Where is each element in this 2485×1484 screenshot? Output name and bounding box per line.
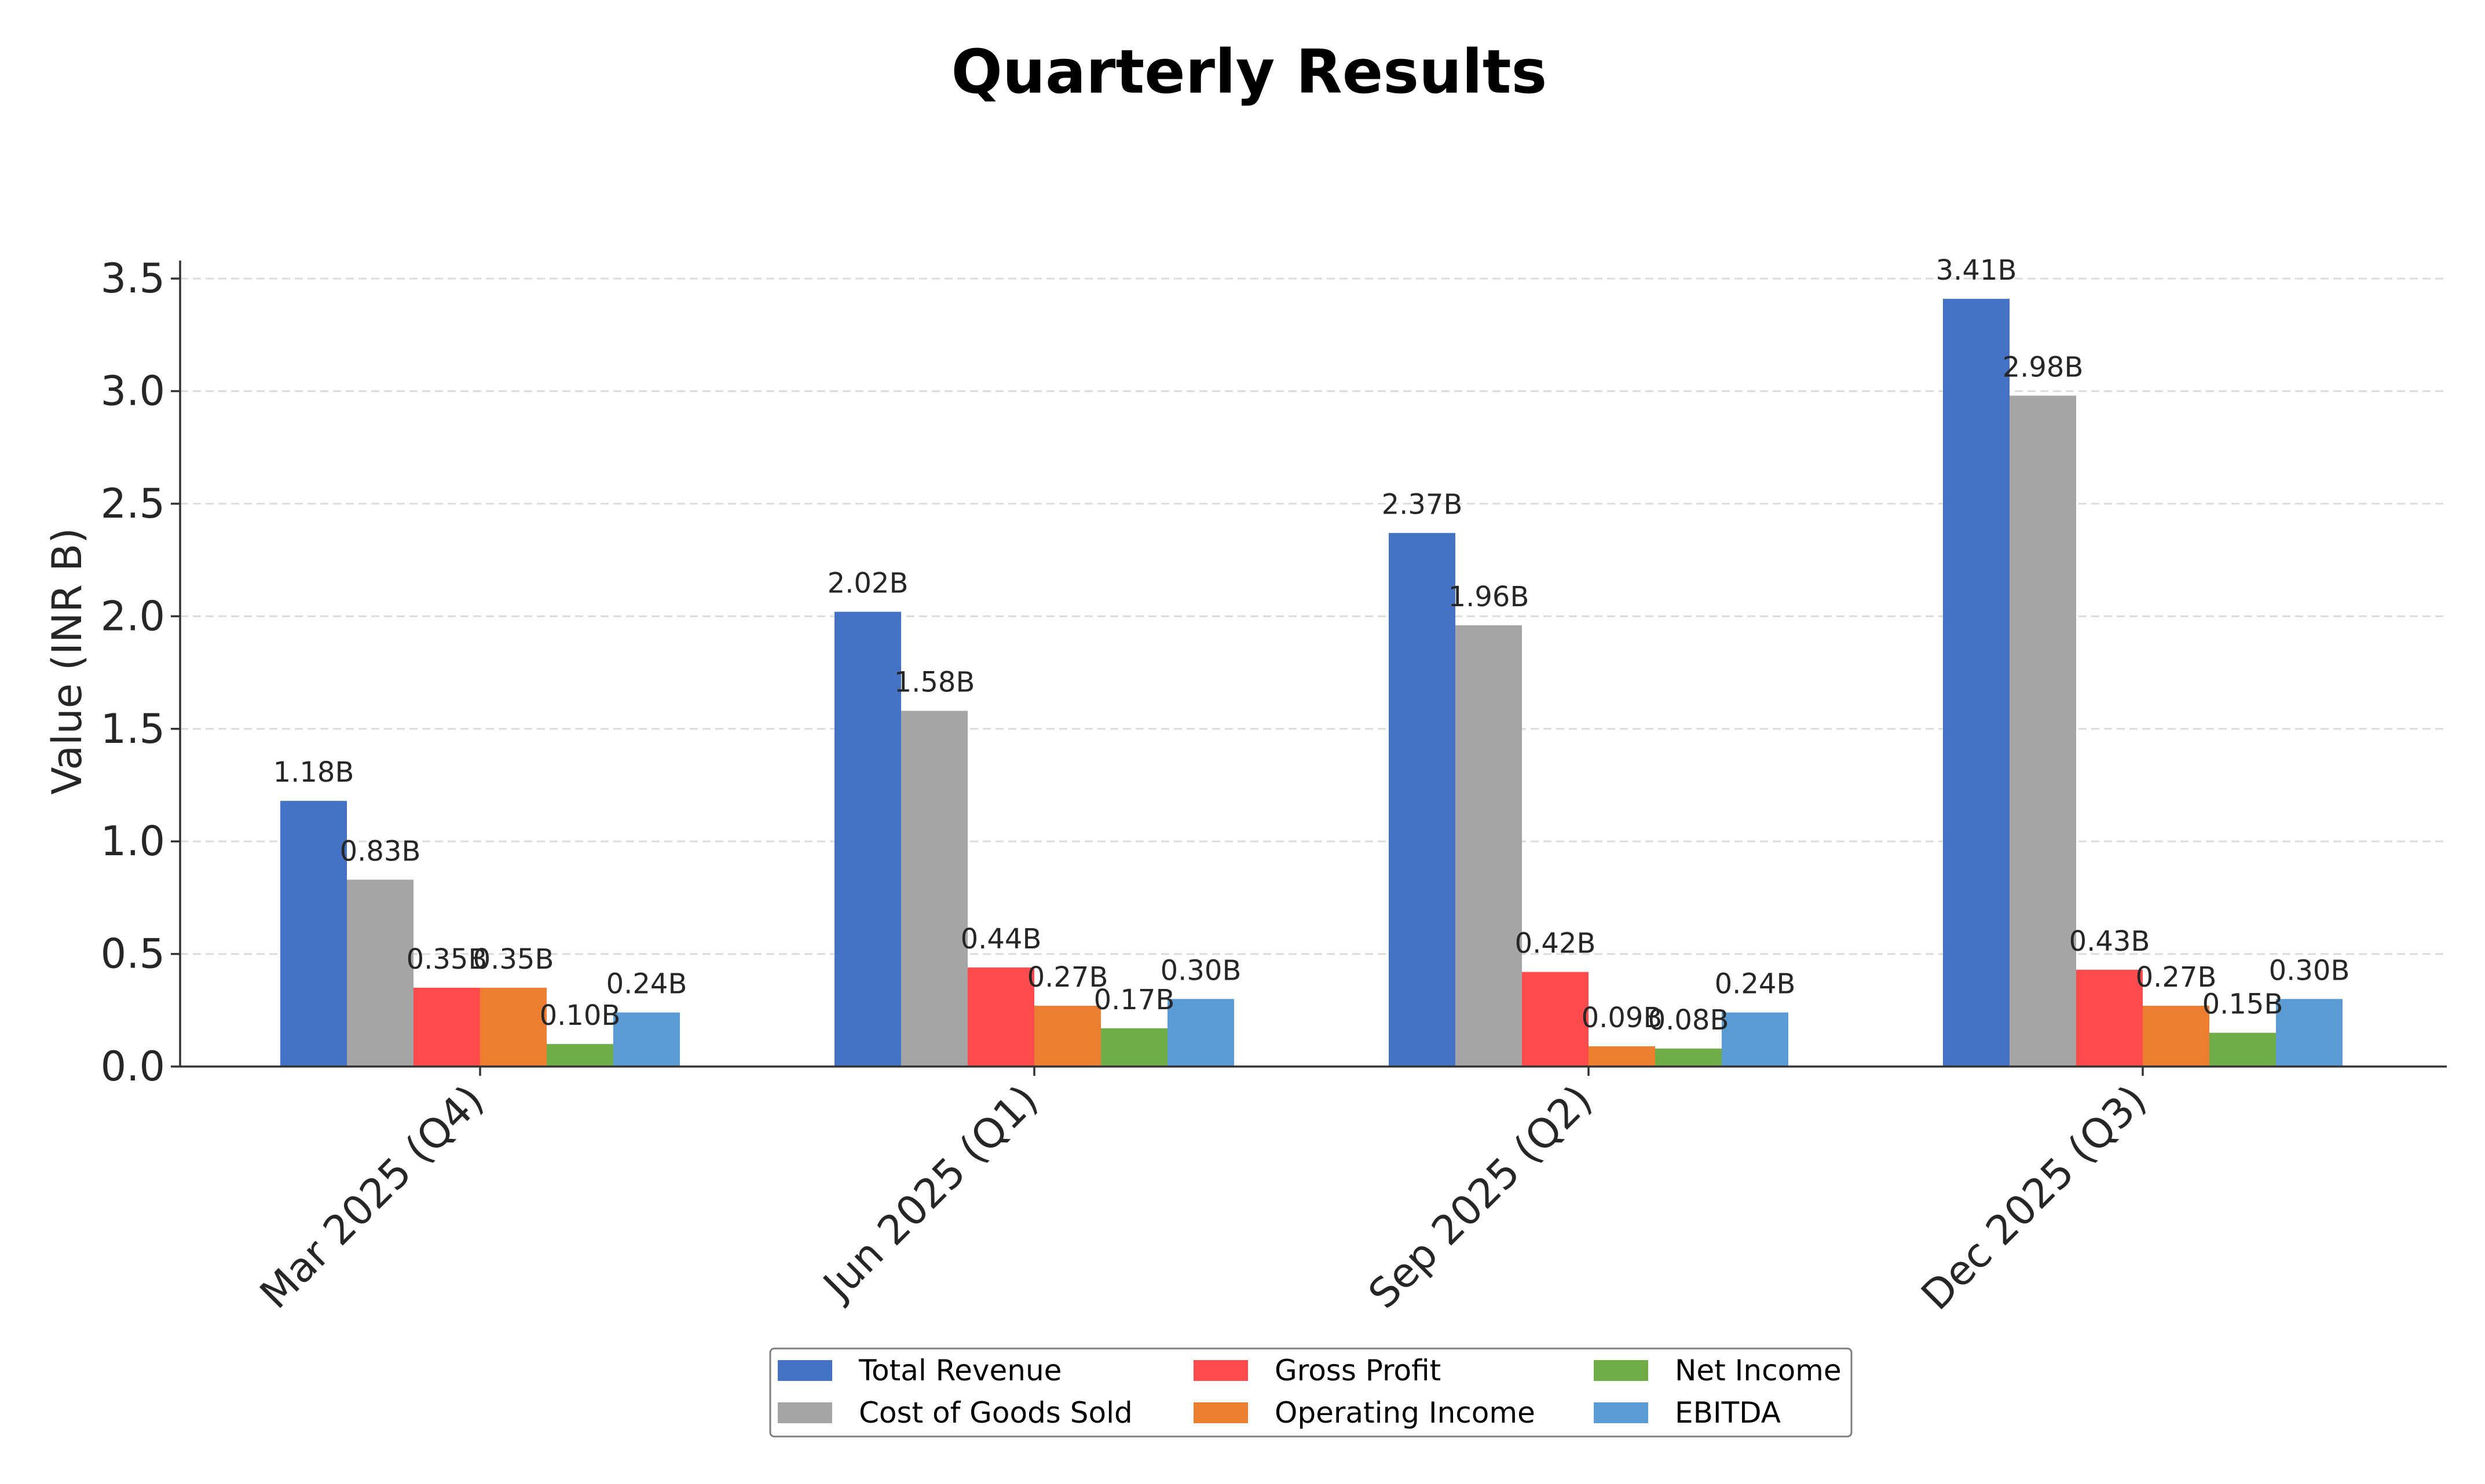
bar (2076, 969, 2143, 1067)
bar (1522, 972, 1589, 1067)
bar (1655, 1048, 1722, 1067)
bar (1589, 1046, 1655, 1067)
y-tick-label: 1.5 (101, 705, 165, 753)
data-label: 3.41B (1936, 254, 2017, 287)
data-label: 1.18B (273, 756, 354, 789)
data-label: 0.42B (1515, 928, 1596, 960)
legend-swatch (1594, 1402, 1648, 1423)
legend-entry-label: Cost of Goods Sold (859, 1396, 1133, 1430)
data-label: 2.02B (828, 567, 909, 600)
bar (1168, 999, 1234, 1067)
bar (2143, 1006, 2209, 1067)
data-label: 2.37B (1382, 488, 1463, 521)
axis-layer: 0.0 0.5 1.0 1.5 2.0 2.5 3.0 3.5 Mar 2025 (Q4) Jun… (101, 255, 2447, 1319)
bar (1455, 625, 1522, 1067)
y-tick-label: 3.0 (101, 368, 165, 415)
bar (480, 987, 547, 1067)
data-label: 2.98B (2003, 351, 2084, 383)
legend-entry-label: EBITDA (1675, 1396, 1781, 1430)
data-label: 0.24B (606, 968, 687, 1001)
bar (2276, 999, 2343, 1067)
bar (1722, 1012, 1788, 1067)
data-label: 0.17B (1094, 984, 1175, 1016)
legend-entry-label: Total Revenue (858, 1354, 1062, 1387)
data-label: 0.27B (2136, 961, 2217, 994)
data-label: 0.09B (1582, 1002, 1663, 1034)
y-tick-label: 2.0 (101, 592, 165, 640)
grid-layer (180, 277, 2447, 955)
legend-swatch (1194, 1402, 1248, 1423)
bar (1101, 1028, 1168, 1067)
x-tick-label: Dec 2025 (Q3) (1912, 1076, 2155, 1319)
x-tick-label: Jun 2025 (Q1) (813, 1076, 1047, 1310)
x-tick-label: Sep 2025 (Q2) (1359, 1076, 1601, 1318)
legend-entry-label: Gross Profit (1275, 1354, 1441, 1387)
y-tick-label: 0.0 (101, 1043, 165, 1090)
bar (1943, 299, 2010, 1067)
bar (547, 1044, 613, 1067)
y-axis-label: Value (INR B) (43, 527, 91, 794)
bar (2209, 1032, 2276, 1067)
bar-layer (280, 299, 2343, 1067)
legend-swatch (1594, 1360, 1648, 1381)
y-tick-label: 3.5 (101, 255, 165, 302)
legend-swatch (778, 1402, 832, 1423)
bar (280, 801, 347, 1067)
bar (968, 967, 1034, 1067)
bar (901, 710, 968, 1067)
data-label: 0.24B (1715, 968, 1796, 1001)
data-label: 0.35B (473, 943, 554, 976)
bar (413, 987, 480, 1067)
legend-swatch (1194, 1360, 1248, 1381)
bar (1034, 1006, 1101, 1067)
data-label: 1.58B (894, 666, 975, 699)
legend-swatch (778, 1360, 832, 1381)
x-tick-label: Mar 2025 (Q4) (251, 1076, 493, 1318)
bar (2010, 395, 2076, 1067)
data-label: 1.96B (1448, 581, 1529, 613)
y-tick-label: 1.0 (101, 818, 165, 865)
data-label-layer: 1.18B0.83B0.35B0.35B0.10B0.24B2.02B1.58B… (273, 254, 2350, 1036)
bar (1389, 533, 1455, 1067)
bar (835, 611, 901, 1067)
data-label: 0.35B (407, 943, 488, 976)
y-tick-label: 0.5 (101, 930, 165, 978)
data-label: 0.44B (961, 923, 1042, 955)
bar (613, 1012, 680, 1067)
chart-title: Quarterly Results (951, 36, 1547, 107)
y-tick-label: 2.5 (101, 480, 165, 527)
data-label: 0.27B (1027, 961, 1108, 994)
data-label: 0.30B (1161, 954, 1242, 987)
data-label: 0.30B (2269, 954, 2350, 987)
data-label: 0.10B (540, 999, 621, 1032)
data-label: 0.15B (2202, 988, 2283, 1021)
bar (347, 880, 413, 1067)
legend-frame (769, 1347, 1853, 1438)
legend-entry-label: Net Income (1675, 1354, 1842, 1387)
data-label: 0.08B (1648, 1004, 1729, 1036)
legend: Total Revenue Cost of Goods Sold Gross Pro… (769, 1347, 1853, 1438)
legend-entry-label: Operating Income (1275, 1396, 1535, 1430)
data-label: 0.83B (340, 835, 421, 867)
data-label: 0.43B (2069, 925, 2150, 958)
